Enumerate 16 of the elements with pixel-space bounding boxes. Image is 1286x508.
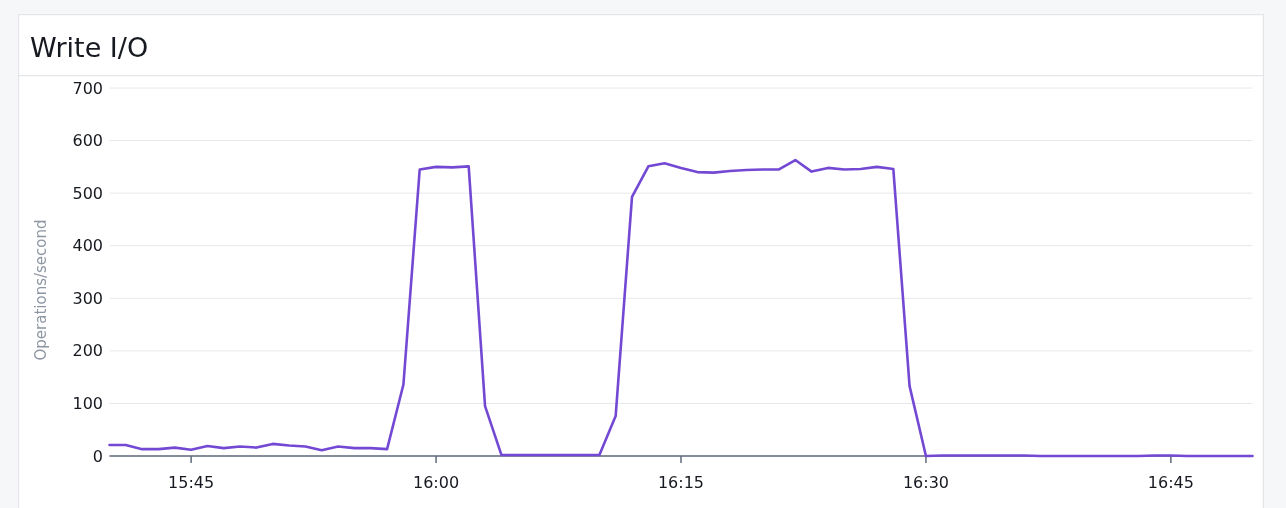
y-tick-label: 500 [72,183,103,203]
line-series [108,158,1254,458]
x-tick-label: 16:45 [1147,472,1194,492]
y-tick-label: 100 [72,393,103,413]
y-axis-title: Operations/second [32,219,50,361]
y-tick-label: 600 [72,131,103,151]
chart-title: Write I/O [30,32,149,63]
x-tick-label: 16:30 [902,472,949,492]
x-tick-label: 15:45 [168,472,215,492]
x-tick-label: 16:15 [657,472,705,492]
y-tick-label: 400 [72,236,103,256]
y-tick-label: 700 [72,78,103,98]
x-tick-label: 16:00 [413,472,460,492]
y-tick-label: 300 [72,288,103,308]
y-tick-label: 200 [72,341,103,361]
y-tick-label: 0 [92,446,103,466]
